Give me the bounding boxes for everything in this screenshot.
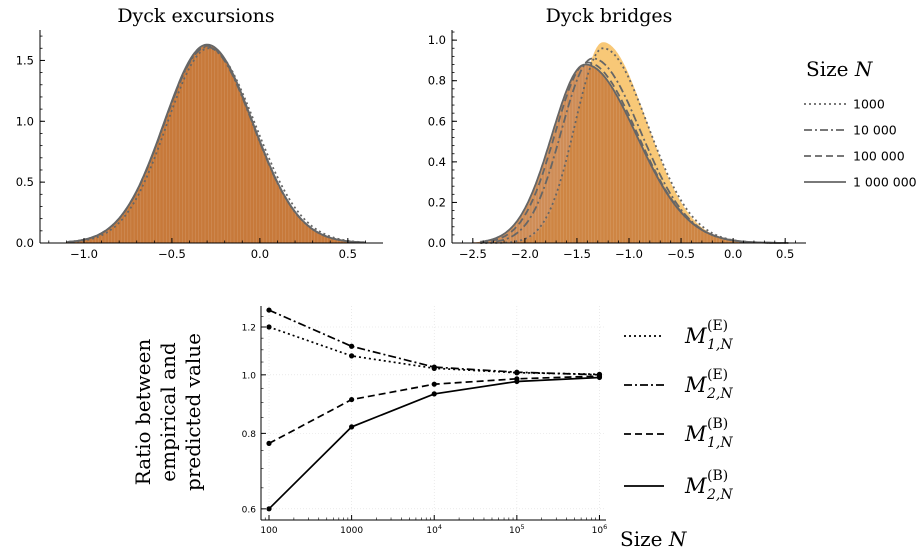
moment-legend: M (E)1,NM (E)2,NM (B)1,NM (B)2,N — [624, 318, 733, 503]
x-tick-label: 104 — [426, 523, 442, 536]
y-tick-label: 1.0 — [16, 114, 34, 128]
legend-label: M — [684, 324, 707, 348]
excursions-title: Dyck excursions — [117, 5, 274, 27]
ratio-point — [266, 307, 272, 313]
excursions-axes: −1.0 −0.5 0.0 0.5 0.0 0.5 1.0 1.5 — [16, 30, 383, 261]
x-tick-label: −1.0 — [615, 247, 643, 261]
legend-label: M — [684, 474, 707, 498]
bridges-curves — [480, 47, 789, 244]
ratio-point — [514, 378, 520, 385]
bridges-axes: −2.5 −2.0 −1.5 −1.0 −0.5 0.0 0.5 0.0 0.2 0.4 0.6 0.… — [428, 30, 806, 261]
bridges-title: Dyck bridges — [546, 5, 673, 27]
legend-label: 1000 — [853, 97, 885, 112]
ratio-point — [349, 353, 355, 359]
ratio-axes: 100 1000 104 105 106 0.6 0.8 1.0 1.2 — [242, 306, 608, 536]
density-curve-3 — [480, 63, 789, 244]
ratio-point — [266, 324, 272, 330]
y-tick-label: 1.0 — [428, 33, 446, 47]
ratio-panel: 100 1000 104 105 106 0.6 0.8 1.0 1.2 Size N Rati… — [131, 306, 688, 551]
legend-label-subscript: 1,N — [707, 435, 733, 451]
x-tick-label: −2.0 — [511, 247, 539, 261]
y-tick-label: 1.0 — [242, 371, 257, 381]
size-legend: Size N 1000 10 000 100 000 1 000 000 — [804, 57, 917, 190]
legend-label-subscript: 2,N — [706, 487, 733, 503]
ratio-line-1 — [268, 309, 600, 376]
x-tick-label: 0.5 — [776, 247, 794, 261]
ratio-xlabel: Size N — [620, 527, 688, 551]
y-tick-label: 0.8 — [242, 430, 257, 440]
legend-label-superscript: (B) — [707, 468, 728, 484]
ratio-point — [431, 364, 437, 370]
histogram-bins — [69, 44, 354, 243]
ratio-lines — [266, 307, 603, 512]
y-tick-label: 0.2 — [428, 195, 446, 209]
y-tick-label: 1.5 — [16, 53, 34, 67]
bridges-histogram — [472, 42, 754, 244]
y-tick-label: 0.0 — [16, 236, 34, 250]
ratio-point — [349, 424, 355, 430]
density-curve-1 — [480, 57, 789, 244]
y-tick-label: 0.8 — [428, 74, 446, 88]
legend-label: 100 000 — [853, 149, 905, 164]
y-tick-label: 0.0 — [428, 236, 446, 250]
bridges-panel: Dyck bridges −2.5 −2.0 −1.5 −1.0 −0.5 0.0 0.5 0… — [428, 5, 806, 261]
ratio-point — [431, 381, 437, 387]
histogram-bins — [475, 64, 752, 243]
legend-label-superscript: (E) — [707, 318, 728, 334]
x-tick-label: 100 — [260, 526, 277, 536]
x-tick-label: −0.5 — [667, 247, 695, 261]
main-histogram — [66, 44, 357, 243]
y-tick-label: 0.5 — [16, 175, 34, 189]
ratio-point — [266, 440, 272, 446]
legend-label-subscript: 2,N — [706, 386, 733, 402]
size-legend-title: Size N — [806, 57, 874, 81]
legend-label: 1 000 000 — [853, 175, 917, 190]
y-tick-label: 0.6 — [428, 114, 446, 128]
x-tick-label: −1.5 — [563, 247, 591, 261]
density-curve-0 — [67, 47, 366, 244]
x-tick-label: 0.5 — [339, 247, 357, 261]
ratio-point — [349, 396, 355, 403]
legend-label-superscript: (E) — [707, 367, 728, 383]
x-tick-label: 105 — [509, 523, 525, 536]
x-tick-label: −1.0 — [70, 247, 98, 261]
ratio-ylabel: Ratio between empirical and predicted va… — [131, 333, 205, 491]
excursions-panel: Dyck excursions −1.0 −0.5 0.0 0.5 0.0 0.5 1.0 1… — [16, 5, 383, 261]
excursions-histogram — [66, 44, 357, 243]
ratio-point — [596, 374, 603, 381]
legend-label: 10 000 — [853, 123, 897, 138]
ratio-grid — [261, 306, 606, 520]
legend-label-subscript: 1,N — [707, 337, 733, 353]
x-tick-label: 0.0 — [724, 247, 742, 261]
ratio-point — [431, 391, 437, 397]
ratio-point — [349, 343, 355, 349]
x-tick-label: 106 — [592, 523, 608, 536]
x-tick-label: −0.5 — [158, 247, 186, 261]
density-curve-0 — [480, 47, 789, 244]
y-tick-label: 1.2 — [242, 323, 256, 333]
ratio-ylabel-line-1: Ratio between — [131, 339, 155, 486]
y-tick-label: 0.4 — [428, 155, 446, 169]
ratio-ylabel-line-2: empirical and — [156, 342, 180, 482]
x-tick-label: −2.5 — [459, 247, 487, 261]
main-histogram — [472, 64, 754, 243]
ratio-ylabel-line-3: predicted value — [181, 333, 205, 491]
y-tick-label: 0.6 — [242, 505, 257, 515]
legend-label: M — [684, 373, 707, 397]
density-curve-3 — [67, 43, 366, 244]
excursions-curves — [67, 43, 366, 244]
legend-label: M — [684, 422, 707, 446]
legend-label-superscript: (B) — [707, 416, 728, 432]
ratio-point — [514, 369, 520, 375]
x-tick-label: 1000 — [340, 526, 363, 536]
ratio-point — [266, 506, 272, 512]
x-tick-label: 0.0 — [251, 247, 269, 261]
